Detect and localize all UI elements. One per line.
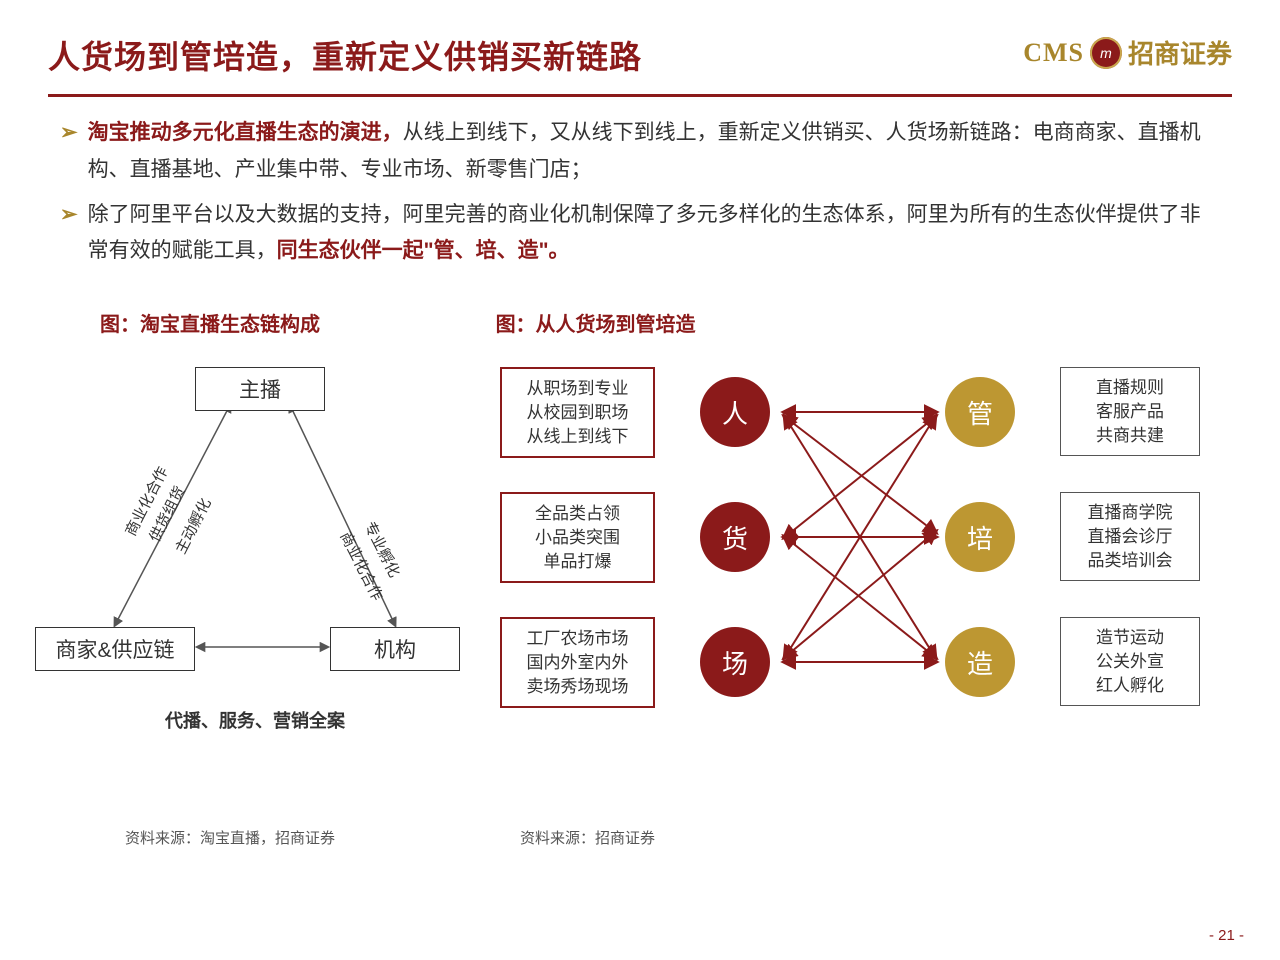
line: 单品打爆 <box>507 550 648 574</box>
slide-title: 人货场到管培造，重新定义供销买新链路 <box>48 32 642 78</box>
chevron-icon: ➢ <box>60 115 78 189</box>
brand-logo: CMS m 招商证券 <box>1023 34 1232 71</box>
figure-titles: 图：淘宝直播生态链构成 图：从人货场到管培造 <box>0 278 1280 337</box>
line: 直播会诊厅 <box>1066 525 1194 549</box>
line: 从校园到职场 <box>507 401 648 425</box>
line: 客服产品 <box>1066 400 1194 424</box>
bullet-text: 除了阿里平台以及大数据的支持，阿里完善的商业化机制保障了多元多样化的生态体系，阿… <box>88 197 1220 271</box>
line: 红人孵化 <box>1066 674 1194 698</box>
fig2-leftbox-2: 工厂农场市场 国内外室内外 卖场秀场现场 <box>500 617 655 708</box>
logo-cms-text: CMS <box>1023 38 1084 68</box>
fig1-source: 资料来源：淘宝直播，招商证券 <box>125 827 335 848</box>
fig2-left-circle-0: 人 <box>700 377 770 447</box>
fig1-title: 图：淘宝直播生态链构成 <box>100 308 320 337</box>
fig2-rightbox-1: 直播商学院 直播会诊厅 品类培训会 <box>1060 492 1200 581</box>
fig2-right-circle-0: 管 <box>945 377 1015 447</box>
logo-cn-text: 招商证券 <box>1128 34 1232 71</box>
bullet-item: ➢ 淘宝推动多元化直播生态的演进，从线上到线下，又从线下到线上，重新定义供销买、… <box>60 115 1220 189</box>
diagrams-area: 商业化合作 供货组货 主动孵化 商业化合作 专业孵化 主播 商家&供应链 机构 … <box>0 347 1280 787</box>
line: 从线上到线下 <box>507 425 648 449</box>
line: 直播规则 <box>1066 376 1194 400</box>
bullet-text: 淘宝推动多元化直播生态的演进，从线上到线下，又从线下到线上，重新定义供销买、人货… <box>88 115 1220 189</box>
fig1-diagram: 商业化合作 供货组货 主动孵化 商业化合作 专业孵化 主播 商家&供应链 机构 … <box>20 347 480 767</box>
fig2-right-circle-1: 培 <box>945 502 1015 572</box>
svg-text:商业化合作: 商业化合作 <box>122 464 171 539</box>
line: 公关外宣 <box>1066 650 1194 674</box>
fig2-rightbox-0: 直播规则 客服产品 共商共建 <box>1060 367 1200 456</box>
line: 造节运动 <box>1066 626 1194 650</box>
svg-text:主动孵化: 主动孵化 <box>172 496 214 557</box>
svg-text:专业孵化: 专业孵化 <box>360 519 402 580</box>
fig1-node-bl: 商家&供应链 <box>35 627 195 671</box>
fig2-left-circle-2: 场 <box>700 627 770 697</box>
slide-header: 人货场到管培造，重新定义供销买新链路 CMS m 招商证券 <box>0 0 1280 86</box>
line: 卖场秀场现场 <box>507 675 648 699</box>
page-number: - 21 - <box>1209 927 1244 944</box>
svg-text:商业化合作: 商业化合作 <box>336 529 385 604</box>
chevron-icon: ➢ <box>60 197 78 271</box>
bullet-rest-pre: 除了阿里平台以及大数据的支持，阿里完善的商业化机制保障了多元多样化的生态体系，阿… <box>88 203 1201 263</box>
fig2-diagram: 从职场到专业 从校园到职场 从线上到线下 人 管 直播规则 客服产品 共商共建 … <box>495 347 1255 767</box>
fig1-node-br: 机构 <box>330 627 460 671</box>
fig2-left-circle-1: 货 <box>700 502 770 572</box>
fig2-leftbox-0: 从职场到专业 从校园到职场 从线上到线下 <box>500 367 655 458</box>
bullet-lead: 淘宝推动多元化直播生态的演进， <box>88 121 403 144</box>
logo-mark-icon: m <box>1090 37 1122 69</box>
bullet-list: ➢ 淘宝推动多元化直播生态的演进，从线上到线下，又从线下到线上，重新定义供销买、… <box>0 97 1280 270</box>
fig1-node-top: 主播 <box>195 367 325 411</box>
line: 从职场到专业 <box>507 377 648 401</box>
line: 国内外室内外 <box>507 651 648 675</box>
line: 全品类占领 <box>507 502 648 526</box>
fig2-leftbox-1: 全品类占领 小品类突围 单品打爆 <box>500 492 655 583</box>
fig2-right-circle-2: 造 <box>945 627 1015 697</box>
line: 工厂农场市场 <box>507 627 648 651</box>
fig1-bottom-label: 代播、服务、营销全案 <box>120 707 390 733</box>
bullet-item: ➢ 除了阿里平台以及大数据的支持，阿里完善的商业化机制保障了多元多样化的生态体系… <box>60 197 1220 271</box>
bullet-rest-bold: 同生态伙伴一起"管、培、造"。 <box>277 239 570 262</box>
line: 直播商学院 <box>1066 501 1194 525</box>
line: 小品类突围 <box>507 526 648 550</box>
fig2-title: 图：从人货场到管培造 <box>496 308 696 337</box>
fig2-source: 资料来源：招商证券 <box>520 827 655 848</box>
line: 品类培训会 <box>1066 549 1194 573</box>
line: 共商共建 <box>1066 424 1194 448</box>
svg-text:供货组货: 供货组货 <box>146 484 188 545</box>
fig2-rightbox-2: 造节运动 公关外宣 红人孵化 <box>1060 617 1200 706</box>
